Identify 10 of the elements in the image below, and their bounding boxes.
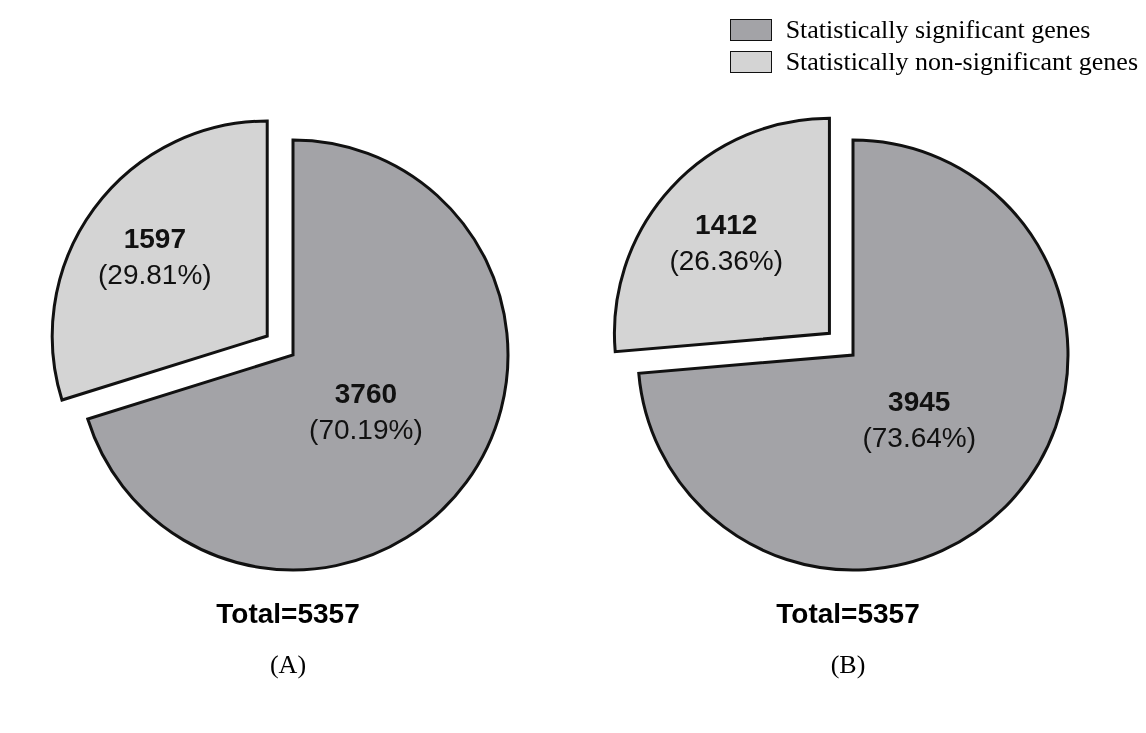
text: (A) <box>269 650 307 680</box>
data-label: 3760 (70.19%) <box>309 378 423 446</box>
legend-label: Statistically non-significant genes <box>784 46 1138 78</box>
legend-label: Statistically significant genes <box>784 14 1092 46</box>
data-label: 1597 (29.81%) <box>98 223 212 291</box>
text: Total=5357 <box>216 598 360 630</box>
data-label: 1412 (26.36%) <box>669 209 784 277</box>
text: Total=5357 <box>776 598 920 630</box>
text: (B) <box>830 650 866 680</box>
data-label: 3945 (73.64%) <box>862 386 977 454</box>
